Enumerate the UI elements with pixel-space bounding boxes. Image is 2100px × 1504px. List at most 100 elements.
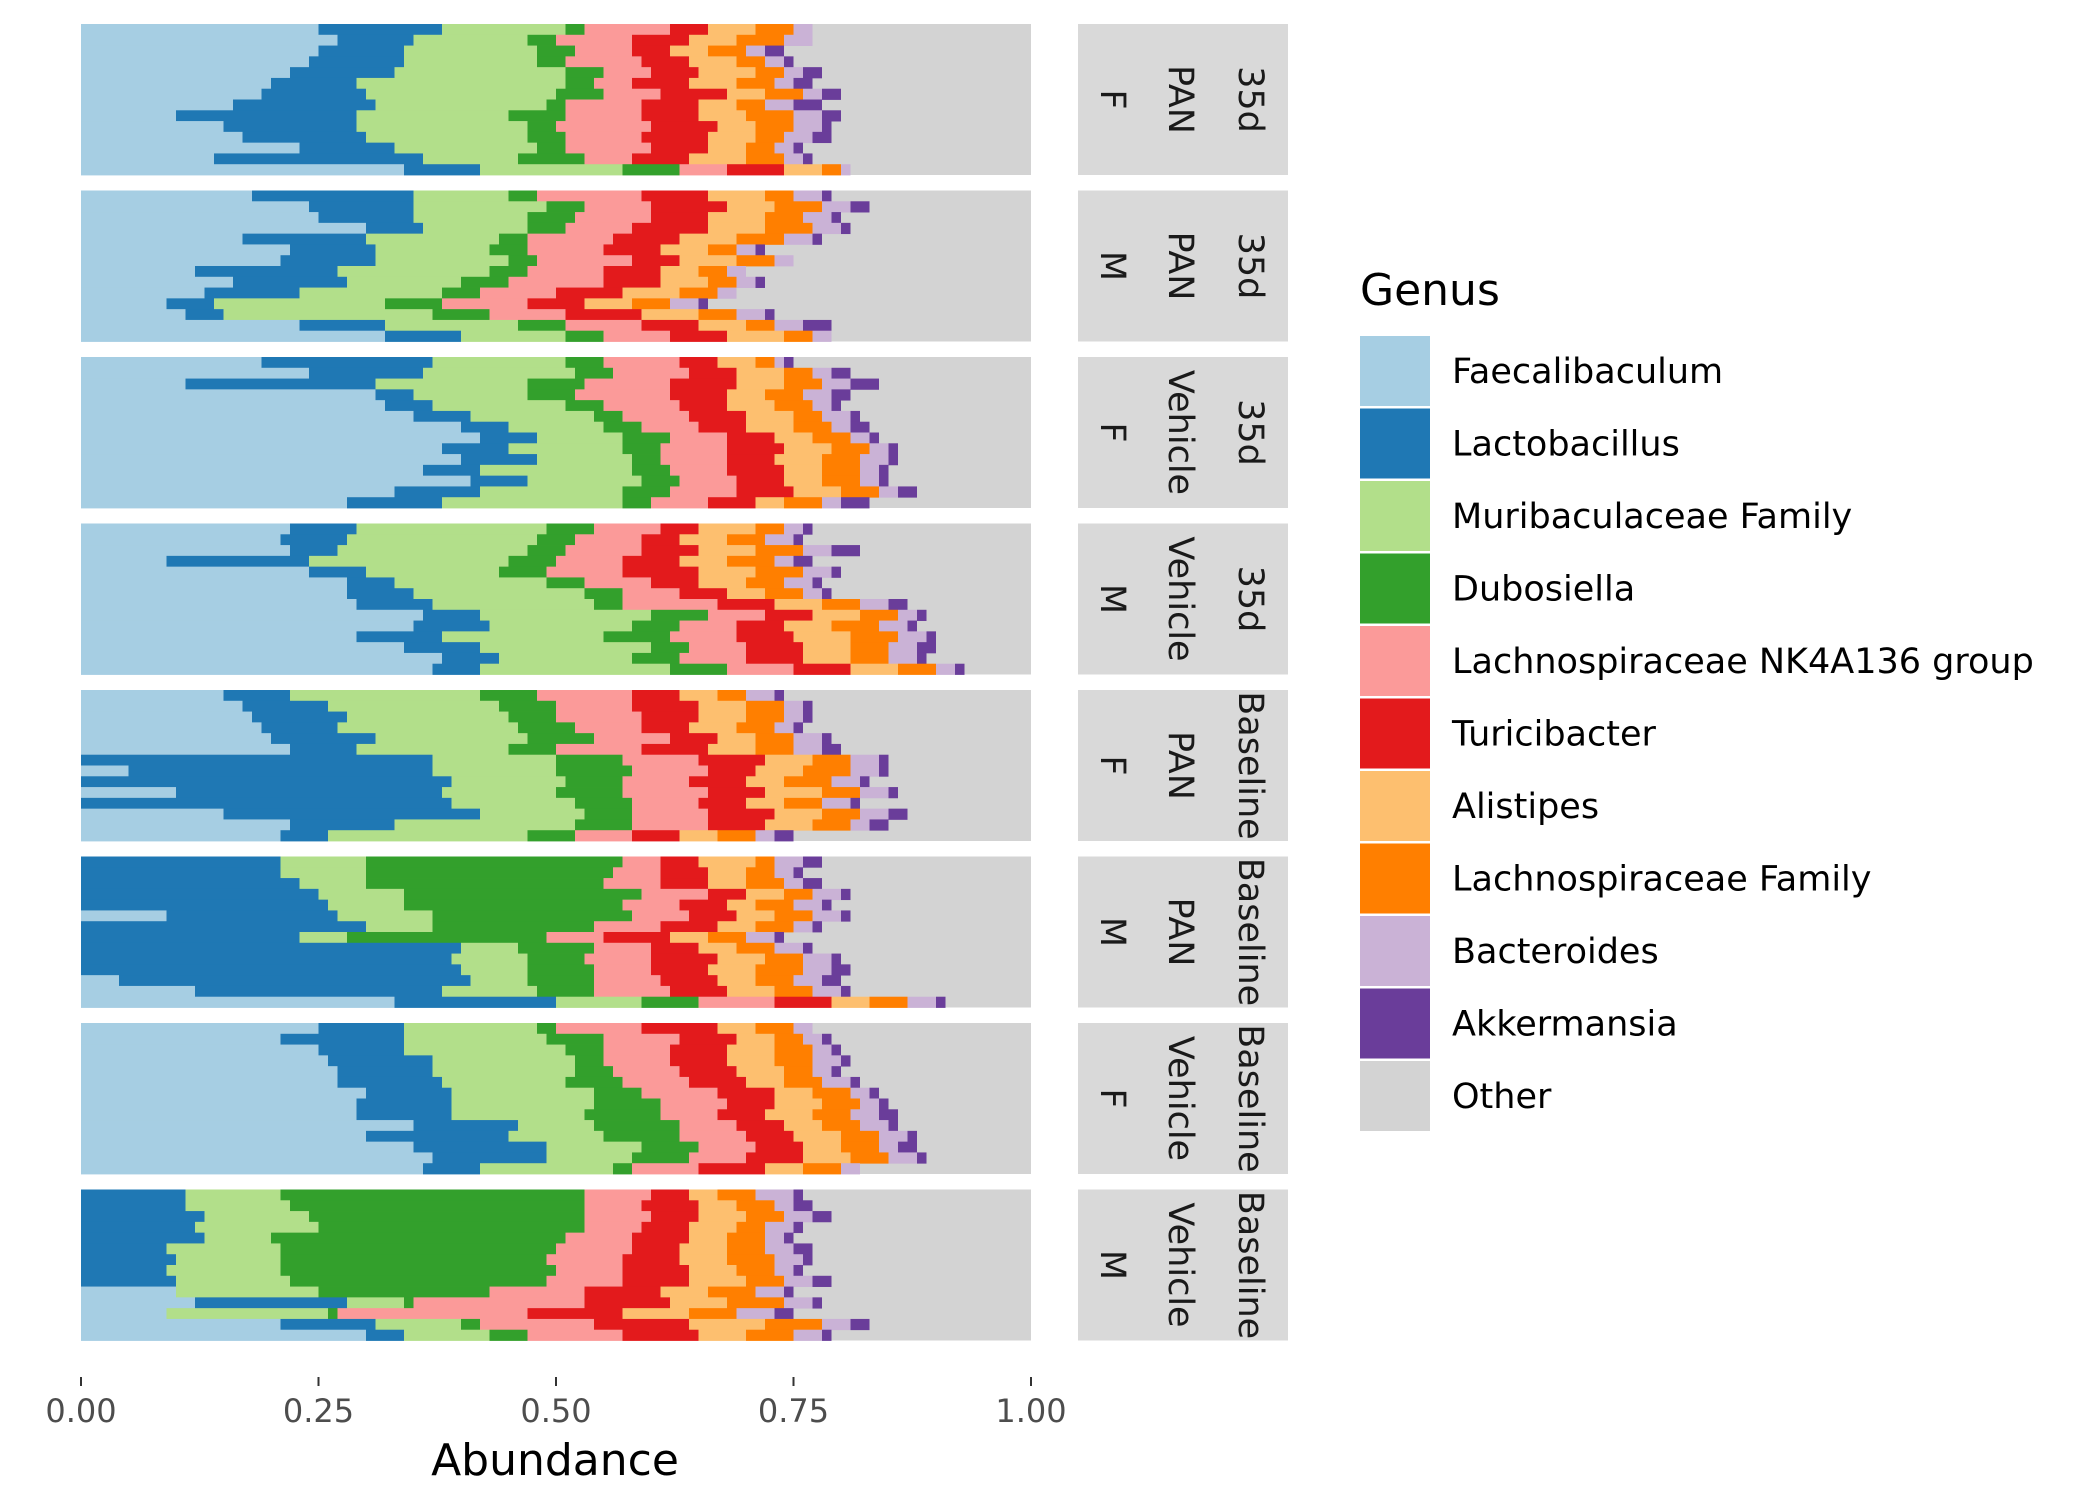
bar-segment xyxy=(803,1033,822,1045)
legend-entry: Other xyxy=(1360,1061,1552,1131)
bar-segment xyxy=(442,631,604,643)
bar-segment xyxy=(575,830,632,842)
bar-segment xyxy=(290,1200,585,1212)
bar-segment xyxy=(632,1152,689,1164)
bar-segment xyxy=(413,201,547,213)
bar-segment xyxy=(565,77,594,90)
bar-segment xyxy=(508,276,604,288)
bar-segment xyxy=(641,534,680,546)
bar-segment xyxy=(594,975,661,987)
bar-segment xyxy=(537,255,632,267)
bar-segment xyxy=(565,309,642,321)
bar-segment xyxy=(689,367,737,379)
bar-segment xyxy=(641,475,680,487)
bar-segment xyxy=(784,357,794,369)
bar-segment xyxy=(413,34,528,46)
bar-segment xyxy=(765,222,813,235)
bar-segment xyxy=(670,298,699,310)
bar-segment xyxy=(755,1189,794,1201)
bar-segment xyxy=(527,733,594,745)
bar-segment xyxy=(736,77,775,90)
bar-segment xyxy=(784,367,813,379)
bar-segment xyxy=(309,555,509,568)
bar-segment xyxy=(480,464,632,477)
bar-segment xyxy=(81,255,281,267)
bar-segment xyxy=(784,443,832,455)
bar-segment xyxy=(81,1033,281,1045)
bar-segment xyxy=(717,1087,775,1099)
strip-label: 35d xyxy=(1230,566,1270,633)
bar-segment xyxy=(366,921,433,933)
bar-segment xyxy=(784,56,794,68)
bar-segment xyxy=(81,45,319,57)
bar-segment xyxy=(81,996,395,1008)
bar-segment xyxy=(651,121,718,133)
bar-segment xyxy=(527,244,604,256)
bar-segment xyxy=(546,523,594,535)
bar-segment xyxy=(442,652,499,665)
bar-segment xyxy=(689,1265,737,1277)
bar-segment xyxy=(432,754,556,766)
bar-segment xyxy=(290,690,480,702)
bar-segment xyxy=(698,996,775,1008)
bar-segment xyxy=(793,99,822,111)
bar-segment xyxy=(793,733,822,745)
bar-segment xyxy=(413,1141,547,1153)
bar-segment xyxy=(803,953,832,965)
bar-segment xyxy=(81,899,328,911)
bar-segment xyxy=(898,1141,917,1153)
bar-segment xyxy=(81,1211,205,1223)
bar-segment xyxy=(793,24,813,36)
bar-segment xyxy=(736,99,765,111)
bar-segment xyxy=(898,486,917,498)
bar-segment xyxy=(888,1152,917,1164)
bar-segment xyxy=(755,975,794,987)
bar-segment xyxy=(81,1023,319,1035)
bar-segment xyxy=(537,45,575,57)
bar-segment xyxy=(698,421,746,433)
bar-segment xyxy=(404,1044,566,1056)
bar-segment xyxy=(727,555,775,568)
bar-segment xyxy=(489,244,528,256)
bar-segment xyxy=(603,1130,680,1143)
bar-segment xyxy=(81,1200,186,1212)
bar-segment xyxy=(660,1098,727,1110)
bar-segment xyxy=(879,1130,908,1143)
bar-segment xyxy=(556,996,642,1008)
bar-segment xyxy=(309,201,414,213)
bar-segment xyxy=(689,56,737,68)
bar-segment xyxy=(736,910,775,922)
bar-segment xyxy=(584,24,670,36)
strip-label: M xyxy=(1092,584,1132,614)
bar-segment xyxy=(774,454,822,466)
bar-segment xyxy=(622,486,670,498)
bar-segment xyxy=(622,164,680,176)
bar-segment xyxy=(328,700,499,712)
bar-segment xyxy=(812,921,822,933)
bar-segment xyxy=(774,400,813,412)
bar-segment xyxy=(774,942,803,954)
bar-segment xyxy=(81,631,357,643)
bar-segment xyxy=(822,497,841,509)
bar-segment xyxy=(708,932,746,944)
bar-segment xyxy=(841,1055,851,1067)
bar-segment xyxy=(81,357,262,369)
bar-segment xyxy=(603,330,670,342)
bar-segment xyxy=(793,975,822,987)
bar-segment xyxy=(290,67,395,79)
bar-segment xyxy=(869,819,889,831)
bar-segment xyxy=(565,357,604,369)
bar-segment xyxy=(641,56,689,68)
bar-segment xyxy=(774,722,794,734)
bar-segment xyxy=(641,1023,718,1035)
bar-segment xyxy=(622,1329,699,1341)
bar-segment xyxy=(670,330,727,342)
bar-segment xyxy=(651,1211,699,1223)
bar-segment xyxy=(385,400,433,412)
bar-segment xyxy=(765,754,813,766)
bar-segment xyxy=(404,45,537,57)
bar-segment xyxy=(793,555,813,568)
bar-segment xyxy=(698,711,746,723)
bar-segment xyxy=(81,298,167,310)
bar-segment xyxy=(81,190,252,202)
